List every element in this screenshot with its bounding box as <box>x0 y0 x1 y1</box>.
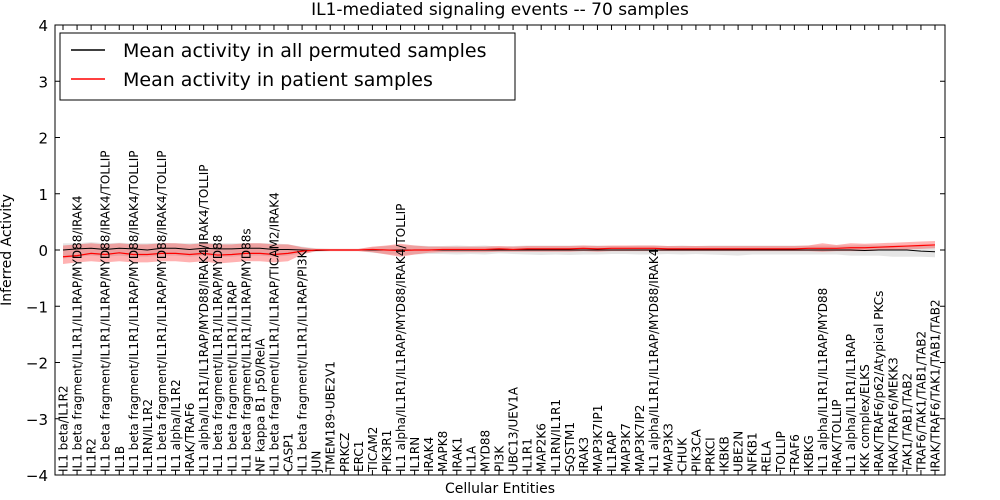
x-tick-label: IKK complex/ELKS <box>858 364 872 472</box>
x-tick-label: IL1RN/IL1R2 <box>141 399 155 472</box>
x-tick-label: IL1 alpha/IL1R1/IL1RAP <box>844 334 858 472</box>
legend-label-permuted: Mean activity in all permuted samples <box>123 40 486 62</box>
line-permuted <box>62 247 936 253</box>
x-tick-label: IRAK/TRAF6/p62/Atypical PKCs <box>872 291 886 472</box>
x-tick-label: IL1 alpha/IL1R1/IL1RAP/MYD88/IRAK4 <box>647 249 661 472</box>
x-tick-label: CHUK <box>675 437 689 472</box>
y-axis: −4 −3 −2 −1 0 1 2 3 4 <box>26 17 945 485</box>
y-tick-label: −2 <box>26 355 48 373</box>
y-tick-label: 4 <box>38 17 48 35</box>
x-tick-label: PRKCZ <box>338 433 352 472</box>
y-tick-label: 2 <box>38 130 48 148</box>
x-tick-label: JUN <box>310 451 324 473</box>
x-tick-label: TICAM2 <box>366 427 380 473</box>
x-tick-label: IL1A <box>464 445 478 472</box>
x-tick-label: IRAK/TOLLIP <box>830 400 844 472</box>
x-tick-label: IL1 beta fragment/IL1R1/IL1RAP/MYD88/IRA… <box>99 151 113 472</box>
x-tick-label: IL1 beta fragment/IL1R1/IL1RAP/MYD88/IRA… <box>155 151 169 472</box>
x-tick-label: PIK3CA <box>689 428 703 472</box>
x-tick-label: TMEM189-UBE2V1 <box>324 361 338 473</box>
series-lines <box>62 244 936 258</box>
legend: Mean activity in all permuted samples Me… <box>59 32 516 101</box>
x-tick-label: PIK3R1 <box>380 430 394 472</box>
x-tick-label: TRAF6 <box>788 434 802 473</box>
x-tick-label: IRAK3 <box>577 437 591 472</box>
x-tick-label: IL1R2 <box>85 438 99 472</box>
chart-title: IL1-mediated signaling events -- 70 samp… <box>311 0 689 20</box>
x-tick-label: IKBKG <box>802 435 816 472</box>
y-tick-label: 3 <box>38 73 48 91</box>
y-tick-label: 0 <box>38 242 48 260</box>
x-tick-label: MAP3K7IP2 <box>633 405 647 472</box>
x-tick-label: IL1RN <box>408 437 422 472</box>
x-tick-label: IRAK/TRAF6/TAK1/TAB1/TAB2 <box>929 299 943 472</box>
x-tick-label: IL1 beta fragment/IL1R1/IL1RAP/MYD88s <box>239 228 253 472</box>
x-tick-label: IL1RAP <box>605 431 619 472</box>
x-tick-label: UBC13/UEV1A <box>507 386 521 472</box>
x-tick-label: IL1 alpha/IL1R1/IL1RAP/MYD88/IRAK4/TOLLI… <box>394 204 408 472</box>
x-tick-label: IL1 alpha/IL1R1/IL1RAP/MYD88/IRAK4/IRAK4… <box>197 164 211 472</box>
x-tick-label: IL1 beta fragment/IL1R1/IL1RAP/TICAM2/IR… <box>267 192 281 472</box>
x-tick-label: MAP3K7 <box>619 423 633 472</box>
x-tick-label: IL1 beta fragment/IL1R1/IL1RAP/MYD88 <box>211 235 225 472</box>
x-tick-label: IL1RN/IL1R1 <box>549 399 563 472</box>
x-tick-label: IRAK4 <box>422 437 436 472</box>
x-tick-label: IL1 beta fragment/IL1R1/IL1RAP <box>225 281 239 472</box>
x-tick-label: MYD88 <box>478 430 492 472</box>
x-tick-label: MAP3K7IP1 <box>591 405 605 472</box>
x-tick-label: RELA <box>760 440 774 472</box>
legend-box <box>59 32 516 101</box>
x-tick-label: MAPK8 <box>436 431 450 472</box>
x-tick-label: IL1 beta fragment/IL1R1/IL1RAP/PI3K <box>296 249 310 472</box>
y-axis-label: Inferred Activity <box>0 194 15 306</box>
x-tick-label: MAP2K6 <box>535 423 549 472</box>
x-tick-label: IKBKB <box>718 436 732 472</box>
x-tick-label: PI3K <box>493 445 507 472</box>
x-tick-label: IL1 beta/IL1R2 <box>57 385 71 472</box>
x-tick-label: TRAF6/TAK1/TAB1/TAB2 <box>914 331 928 473</box>
line-patient <box>62 244 936 258</box>
x-tick-label: ERC1 <box>352 441 366 472</box>
band-patient <box>63 241 935 265</box>
x-tick-label: SQSTM1 <box>563 422 577 472</box>
x-tick-label: IL1B <box>113 446 127 472</box>
x-tick-label: IRAK/TRAF6/MEKK3 <box>886 357 900 472</box>
x-axis-label: Cellular Entities <box>445 481 555 497</box>
legend-label-patient: Mean activity in patient samples <box>123 69 433 91</box>
x-tick-label: IRAK1 <box>450 437 464 472</box>
x-tick-label: IL1 beta fragment/IL1R1/IL1RAP/MYD88/IRA… <box>71 195 85 472</box>
y-tick-label: −4 <box>26 467 48 485</box>
x-tick-label: NFKB1 <box>746 432 760 472</box>
x-tick-label: IRAK/TRAF6 <box>183 403 197 472</box>
x-tick-label: TOLLIP <box>774 431 788 473</box>
x-tick-label: IL1 alpha/IL1R1/IL1RAP/MYD88 <box>816 288 830 472</box>
x-tick-label: PRKCI <box>703 437 717 472</box>
x-tick-label: MAP3K3 <box>661 423 675 472</box>
x-tick-label: IL1 alpha/IL1R2 <box>169 379 183 472</box>
x-tick-label: IL1 beta fragment/IL1R1/IL1RAP/MYD88/IRA… <box>127 151 141 472</box>
x-axis: IL1 beta/IL1R2 IL1 beta fragment/IL1R1/IL… <box>57 25 943 475</box>
y-tick-label: 1 <box>38 186 48 204</box>
x-tick-label: TAK1/TAB1/TAB2 <box>900 373 914 473</box>
x-tick-label: IL1R1 <box>521 438 535 472</box>
x-tick-label: NF kappa B1 p50/RelA <box>253 338 267 472</box>
y-tick-label: −3 <box>26 411 48 429</box>
x-tick-label: UBE2N <box>732 431 746 472</box>
x-tick-label: CASP1 <box>282 433 296 472</box>
y-tick-label: −1 <box>26 298 48 316</box>
